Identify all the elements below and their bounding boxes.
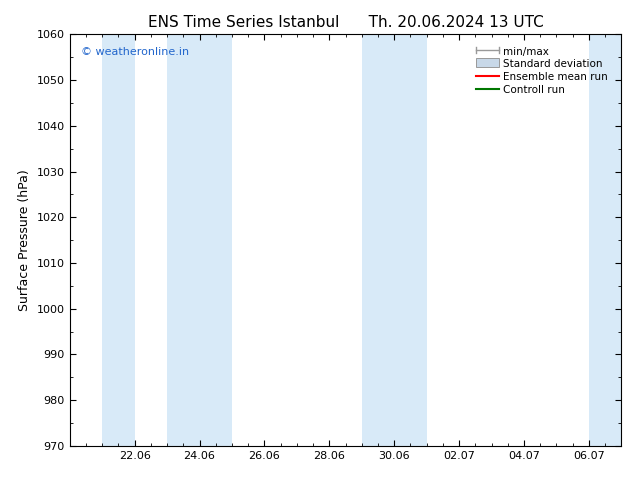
Bar [589, 34, 621, 446]
Text: © weatheronline.in: © weatheronline.in [81, 47, 189, 57]
Title: ENS Time Series Istanbul      Th. 20.06.2024 13 UTC: ENS Time Series Istanbul Th. 20.06.2024 … [148, 15, 543, 30]
Legend: min/max, Standard deviation, Ensemble mean run, Controll run: min/max, Standard deviation, Ensemble me… [472, 44, 611, 98]
Bar [167, 34, 232, 446]
Bar [362, 34, 427, 446]
Y-axis label: Surface Pressure (hPa): Surface Pressure (hPa) [18, 169, 31, 311]
Bar [102, 34, 134, 446]
